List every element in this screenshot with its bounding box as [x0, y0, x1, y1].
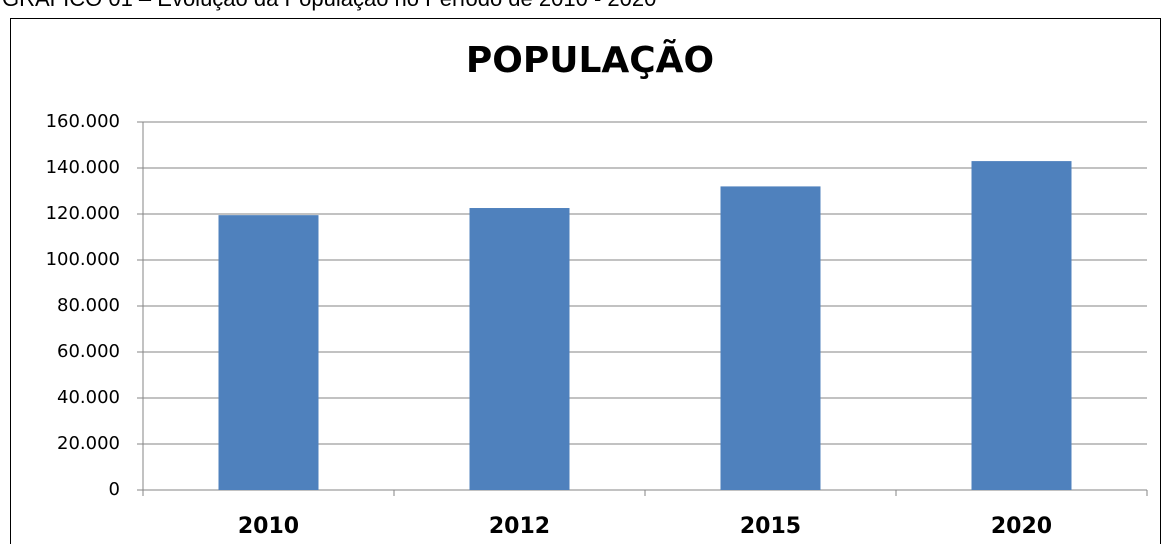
chart-frame: [10, 18, 1161, 544]
y-tick-label: 0: [109, 479, 120, 500]
bar: [218, 215, 319, 490]
x-tick-label: 2020: [991, 514, 1052, 539]
y-tick-label: 140.000: [46, 157, 120, 178]
y-tick-label: 100.000: [46, 249, 120, 270]
x-tick-label: 2015: [740, 514, 801, 539]
x-tick-label: 2012: [489, 514, 550, 539]
caption: GRÁFICO 01 – Evolução da População no Pe…: [2, 0, 656, 11]
bar: [971, 161, 1072, 490]
bar: [720, 186, 821, 490]
x-tick-label: 2010: [238, 514, 299, 539]
bar: [469, 208, 570, 490]
y-tick-label: 120.000: [46, 203, 120, 224]
y-tick-label: 160.000: [46, 111, 120, 132]
chart-title: POPULAÇÃO: [466, 39, 714, 81]
y-tick-label: 80.000: [57, 295, 120, 316]
y-tick-label: 20.000: [57, 433, 120, 454]
y-tick-label: 60.000: [57, 341, 120, 362]
y-tick-label: 40.000: [57, 387, 120, 408]
